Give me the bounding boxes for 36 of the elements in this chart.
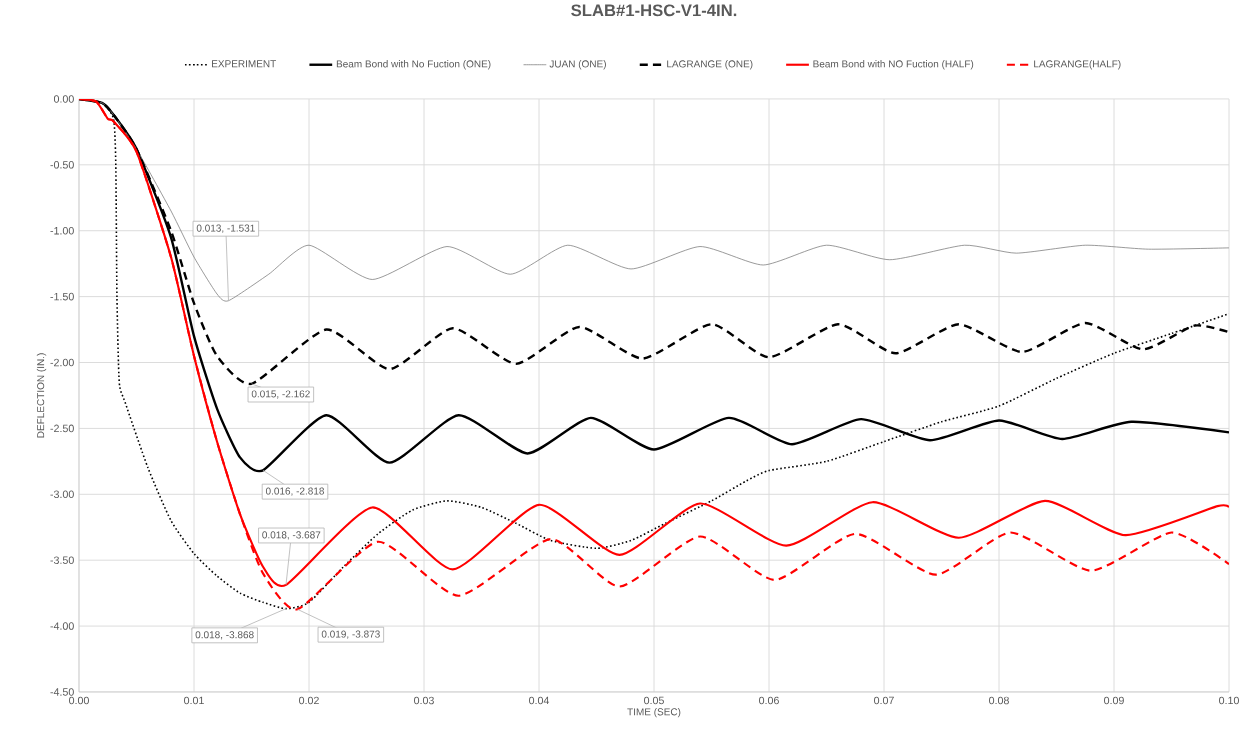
y-tick-label: -4.00	[50, 622, 74, 630]
y-tick-label: -0.50	[50, 161, 74, 169]
annotation: 0.018, -3.687	[262, 531, 321, 540]
y-tick-label: -2.00	[50, 358, 74, 367]
y-tick-label: -3.00	[50, 490, 74, 499]
chart-title: SLAB#1-HSC-V1-4IN.	[571, 4, 737, 17]
annotation: 0.018, -3.868	[195, 631, 254, 640]
x-tick-label: 0.05	[644, 696, 664, 705]
y-axis-title: DEFLECTION (IN.)	[36, 353, 47, 438]
legend-label: JUAN (ONE)	[549, 60, 606, 70]
legend-label: Beam Bond with No Fuction (ONE)	[336, 60, 491, 70]
x-tick-label: 0.08	[989, 696, 1009, 705]
annotation: 0.015, -2.162	[251, 390, 310, 399]
x-tick-label: 0.10	[1219, 696, 1239, 705]
x-tick-label: 0.03	[414, 696, 434, 705]
x-tick-label: 0.09	[1104, 696, 1124, 705]
legend-label: Beam Bond with NO Fuction (HALF)	[813, 60, 974, 70]
annotation: 0.013, -1.531	[196, 224, 255, 233]
y-tick-label: -3.50	[50, 556, 74, 564]
x-tick-label: 0.02	[299, 696, 319, 705]
annotation: 0.016, -2.818	[265, 487, 325, 496]
y-tick-label: -1.50	[50, 292, 74, 301]
y-tick-label: -4.50	[50, 688, 74, 696]
legend-label: LAGRANGE (ONE)	[667, 60, 753, 70]
x-tick-label: 0.00	[69, 696, 89, 705]
x-tick-label: 0.06	[759, 696, 779, 705]
x-tick-label: 0.01	[184, 696, 204, 705]
y-tick-label: 0.00	[53, 95, 74, 103]
x-tick-label: 0.04	[529, 696, 550, 705]
x-axis-title: TIME (SEC)	[627, 708, 681, 718]
y-tick-label: -2.50	[50, 424, 74, 433]
annotation: 0.019, -3.873	[321, 630, 380, 639]
y-tick-label: -1.00	[50, 226, 74, 235]
legend-label: LAGRANGE(HALF)	[1034, 60, 1121, 70]
legend-label: EXPERIMENT	[212, 60, 276, 68]
x-tick-label: 0.07	[874, 696, 894, 705]
